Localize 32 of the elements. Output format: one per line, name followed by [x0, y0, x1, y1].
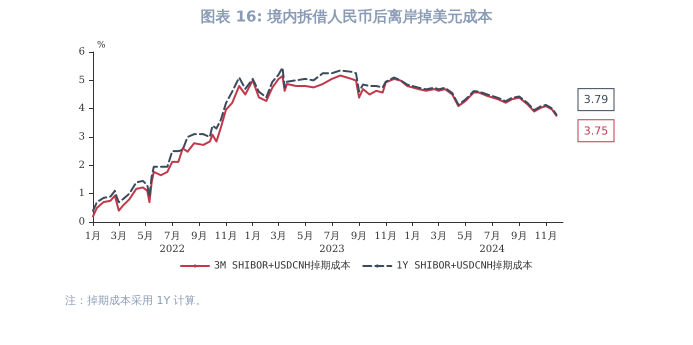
- x-tick-label: 9月: [511, 231, 528, 242]
- y-tick-label: 1: [78, 188, 85, 200]
- x-tick-label: 1月: [84, 231, 102, 242]
- x-tick-label: 7月 2024: [479, 231, 505, 255]
- legend-label: 3M SHIBOR+USDCNH掉期成本: [214, 260, 350, 272]
- y-tick-label: 0: [78, 216, 85, 228]
- x-tick-label: 5月: [137, 231, 154, 242]
- x-tick-label: 5月: [297, 231, 314, 242]
- text: 注：掉期成本采用 1Y 计算。: [65, 294, 207, 307]
- x-tick-label: 3月: [430, 231, 447, 242]
- x-tick-label: 11月: [214, 231, 238, 242]
- x-tick-label: 9月: [191, 231, 208, 242]
- annotation: 3.75: [584, 124, 608, 138]
- x-tick-label: 7月 2023: [319, 231, 345, 255]
- x-tick-label: 1月: [244, 231, 261, 242]
- y-tick-label: 6: [78, 46, 85, 58]
- y-tick-label: 5: [78, 74, 85, 86]
- y-axis-title: %: [97, 40, 106, 50]
- x-tick-label: 5月: [457, 231, 474, 242]
- y-tick-label: 3: [78, 132, 85, 142]
- x-tick-label: 1月: [404, 231, 421, 242]
- y-tick-label: 2: [78, 160, 85, 171]
- x-tick-label: 11月: [374, 231, 398, 242]
- chart-title: 图表 16: 境内拆借人民币后离岸掉美元成本: [200, 8, 494, 26]
- annotation: 3.79: [584, 93, 608, 106]
- x-tick-label: 3月: [270, 231, 287, 242]
- x-tick-label: 9月: [350, 231, 368, 242]
- y-tick-label: 4: [78, 103, 85, 114]
- legend-label: 1Y SHIBOR+USDCNH掉期成本: [396, 260, 533, 272]
- x-tick-label: 11月: [534, 231, 558, 242]
- x-tick-label: 7月 2022: [159, 231, 185, 255]
- x-tick-label: 3月: [110, 231, 128, 242]
